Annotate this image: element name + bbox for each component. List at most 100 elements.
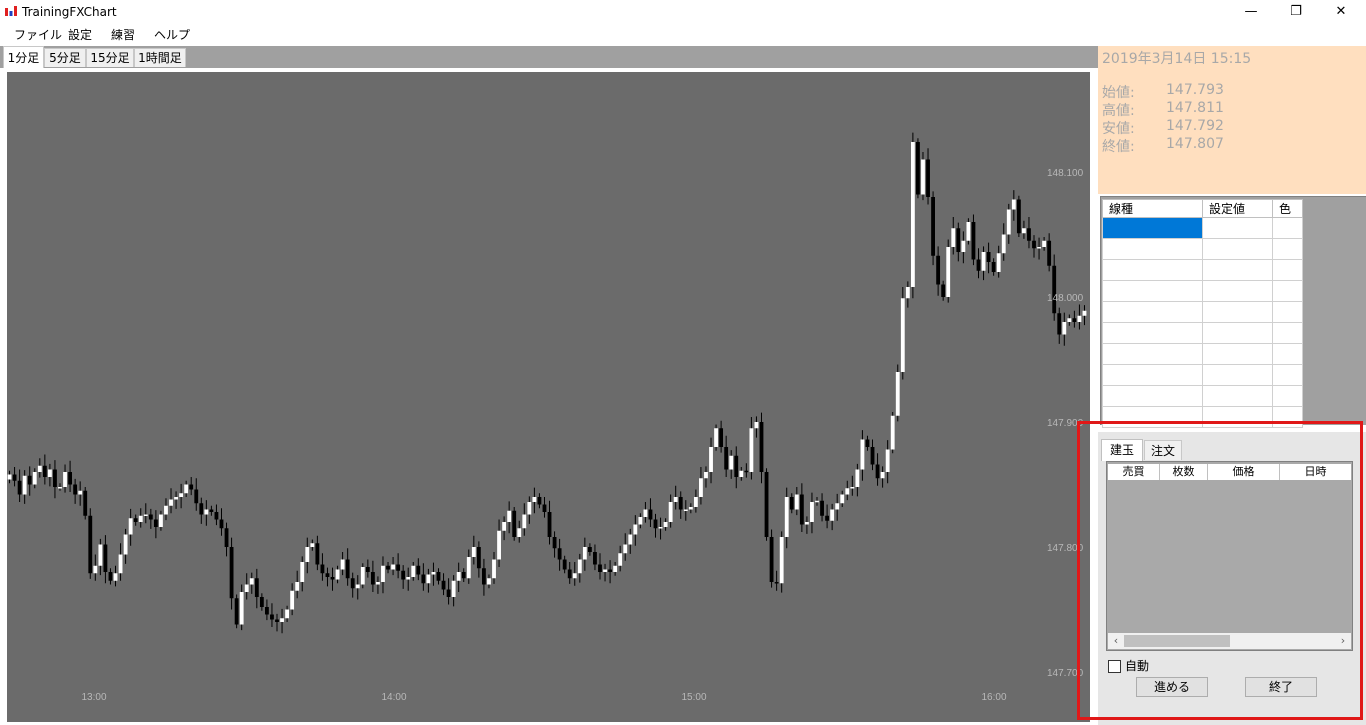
candle-body bbox=[1016, 199, 1021, 234]
scroll-thumb[interactable] bbox=[1124, 635, 1230, 647]
indicator-cell[interactable] bbox=[1272, 259, 1303, 281]
tab-5min[interactable]: 5分足 bbox=[44, 48, 86, 67]
indicator-row[interactable] bbox=[1102, 238, 1303, 260]
candle-body bbox=[214, 512, 219, 520]
indicator-cell[interactable] bbox=[1202, 364, 1273, 386]
candle-body bbox=[542, 504, 547, 512]
indicator-cell[interactable] bbox=[1202, 301, 1273, 323]
candle-body bbox=[658, 527, 663, 529]
menu-settings[interactable]: 設定 bbox=[68, 28, 93, 42]
candle-body bbox=[401, 570, 406, 580]
tab-1hour[interactable]: 1時間足 bbox=[134, 48, 186, 67]
col-datetime[interactable]: 日時 bbox=[1304, 465, 1327, 478]
indicator-cell[interactable] bbox=[1272, 343, 1303, 365]
col-price[interactable]: 価格 bbox=[1208, 464, 1280, 480]
positions-list[interactable]: 売買 枚数 価格 日時 ‹ › bbox=[1106, 461, 1353, 651]
indicator-row[interactable] bbox=[1102, 385, 1303, 407]
indicator-cell[interactable] bbox=[1102, 364, 1203, 386]
candle-body bbox=[416, 565, 421, 575]
indicator-cell[interactable] bbox=[1102, 301, 1203, 323]
low-value: 147.792 bbox=[1166, 118, 1224, 134]
candle-body bbox=[1057, 313, 1062, 335]
indicator-cell[interactable] bbox=[1272, 217, 1303, 239]
indicator-grid: 線種 設定値 色 bbox=[1100, 196, 1366, 428]
candle-body bbox=[169, 499, 173, 506]
indicator-cell[interactable] bbox=[1102, 238, 1203, 260]
horizontal-scrollbar[interactable]: ‹ › bbox=[1108, 633, 1351, 649]
indicator-cell[interactable] bbox=[1202, 217, 1273, 239]
candle-body bbox=[411, 565, 416, 577]
menu-file[interactable]: ファイル bbox=[14, 28, 63, 42]
col-setting[interactable]: 設定値 bbox=[1202, 199, 1273, 218]
indicator-cell[interactable] bbox=[1102, 385, 1203, 407]
indicator-row[interactable] bbox=[1102, 406, 1303, 428]
indicator-cell[interactable] bbox=[1202, 343, 1273, 365]
candle-body bbox=[971, 222, 976, 260]
indicator-row[interactable] bbox=[1102, 280, 1303, 302]
candle-body bbox=[58, 487, 62, 489]
indicator-cell[interactable] bbox=[1272, 301, 1303, 323]
candle-body bbox=[431, 572, 436, 575]
indicator-cell[interactable] bbox=[1202, 280, 1273, 302]
indicator-cell[interactable] bbox=[1202, 406, 1273, 428]
scroll-left-icon[interactable]: ‹ bbox=[1113, 634, 1119, 647]
candle-body bbox=[53, 469, 57, 487]
end-button[interactable]: 終了 bbox=[1245, 677, 1317, 697]
menu-practice[interactable]: 練習 bbox=[111, 28, 136, 42]
menu-help[interactable]: ヘルプ bbox=[154, 28, 191, 42]
indicator-cell[interactable] bbox=[1272, 385, 1303, 407]
close-button[interactable]: ✕ bbox=[1335, 4, 1347, 19]
indicator-cell[interactable] bbox=[1102, 280, 1203, 302]
tab-1min[interactable]: 1分足 bbox=[3, 46, 44, 68]
candlestick-chart[interactable]: 148.100 148.000 147.900 147.800 147.700 13:0… bbox=[7, 72, 1090, 722]
candle-body bbox=[254, 578, 259, 597]
candle-body bbox=[850, 487, 855, 489]
indicator-cell[interactable] bbox=[1272, 364, 1303, 386]
tab-15min[interactable]: 15分足 bbox=[86, 48, 134, 67]
indicator-cell[interactable] bbox=[1272, 238, 1303, 260]
col-lots[interactable]: 枚数 bbox=[1160, 464, 1208, 480]
candle-body bbox=[481, 568, 486, 585]
indicator-cell[interactable] bbox=[1202, 259, 1273, 281]
indicator-cell[interactable] bbox=[1202, 238, 1273, 260]
indicator-cell[interactable] bbox=[1202, 385, 1273, 407]
info-datetime: 2019年3月14日 15:15 bbox=[1102, 51, 1252, 67]
col-line-type[interactable]: 線種 bbox=[1102, 199, 1203, 218]
candle-body bbox=[224, 528, 229, 547]
indicator-row[interactable] bbox=[1102, 343, 1303, 365]
candle-body bbox=[562, 559, 567, 570]
candle-body bbox=[905, 287, 910, 299]
scroll-right-icon[interactable]: › bbox=[1340, 634, 1346, 647]
indicator-cell[interactable] bbox=[1202, 322, 1273, 344]
indicator-row[interactable] bbox=[1102, 364, 1303, 386]
indicator-cell[interactable] bbox=[1102, 217, 1203, 239]
advance-button[interactable]: 進める bbox=[1136, 677, 1208, 697]
tab-orders[interactable]: 注文 bbox=[1144, 440, 1182, 460]
candle-body bbox=[557, 548, 562, 560]
indicator-table[interactable]: 線種 設定値 色 bbox=[1102, 199, 1303, 428]
col-color[interactable]: 色 bbox=[1272, 199, 1303, 218]
indicator-cell[interactable] bbox=[1102, 259, 1203, 281]
indicator-cell[interactable] bbox=[1272, 322, 1303, 344]
indicator-cell[interactable] bbox=[1102, 343, 1203, 365]
candle-body bbox=[93, 565, 98, 574]
auto-checkbox[interactable] bbox=[1108, 660, 1121, 673]
tab-positions[interactable]: 建玉 bbox=[1101, 439, 1143, 461]
indicator-cell[interactable] bbox=[1102, 406, 1203, 428]
indicator-row[interactable] bbox=[1102, 301, 1303, 323]
minimize-button[interactable]: — bbox=[1244, 4, 1258, 19]
candle-body bbox=[194, 489, 199, 504]
indicator-cell[interactable] bbox=[1272, 280, 1303, 302]
candle-body bbox=[784, 497, 789, 537]
candle-body bbox=[668, 502, 673, 522]
candle-body bbox=[799, 494, 804, 525]
indicator-cell[interactable] bbox=[1102, 322, 1203, 344]
candle-body bbox=[890, 415, 895, 450]
candle-body bbox=[325, 573, 330, 577]
indicator-row[interactable] bbox=[1102, 259, 1303, 281]
col-side[interactable]: 売買 bbox=[1108, 464, 1160, 480]
indicator-row[interactable] bbox=[1102, 322, 1303, 344]
maximize-button[interactable]: ❐ bbox=[1290, 4, 1302, 19]
indicator-row[interactable] bbox=[1102, 217, 1303, 239]
indicator-cell[interactable] bbox=[1272, 406, 1303, 428]
